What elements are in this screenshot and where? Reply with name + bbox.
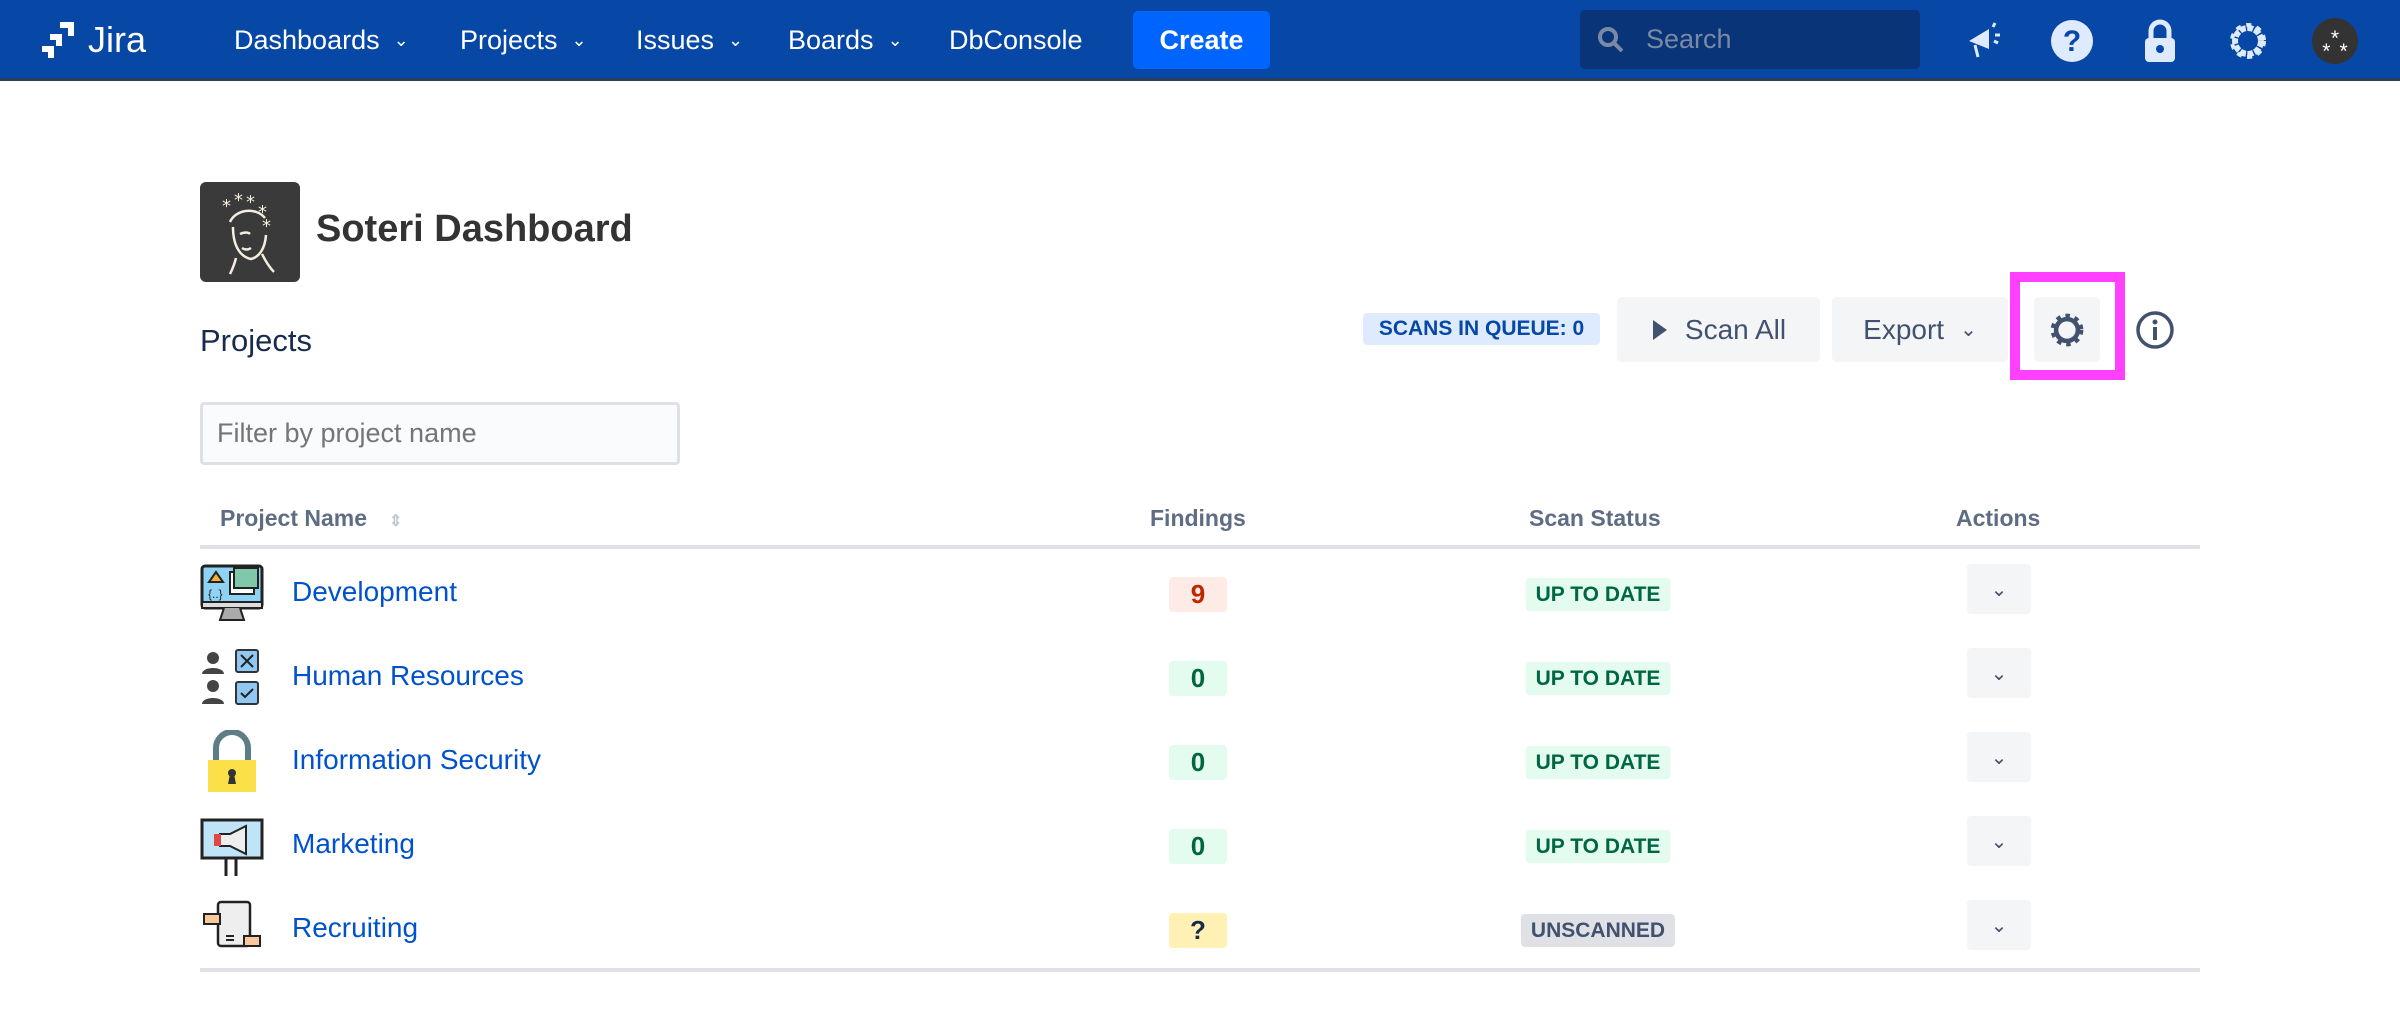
project-name-link[interactable]: Marketing — [292, 828, 415, 859]
scan-status-badge: UNSCANNED — [1520, 914, 1676, 947]
jira-logo[interactable]: Jira — [40, 18, 146, 62]
project-name-link[interactable]: Information Security — [292, 744, 541, 775]
info-icon[interactable] — [2135, 310, 2175, 350]
actions-dropdown-button[interactable]: ⌄ — [1967, 900, 2031, 950]
nav-issues[interactable]: Issues ⌄ — [636, 0, 743, 81]
gear-icon[interactable] — [2225, 18, 2271, 64]
search-placeholder: Search — [1646, 24, 1732, 54]
avatar[interactable]: * * * — [2312, 18, 2358, 64]
column-header-scan-status: Scan Status — [1529, 505, 1661, 531]
nav-label: Dashboards — [234, 25, 380, 55]
findings-badge[interactable]: ? — [1169, 913, 1227, 948]
svg-text:*: * — [262, 216, 271, 237]
chevron-down-icon: ⌄ — [571, 30, 587, 50]
nav-label: Issues — [636, 25, 715, 55]
chevron-down-icon: ⌄ — [1960, 319, 1977, 341]
padlock-icon — [208, 730, 256, 792]
soteri-face-icon: * * * ** — [222, 190, 275, 275]
nav-projects[interactable]: Projects ⌄ — [460, 0, 587, 81]
findings-badge[interactable]: 0 — [1169, 829, 1227, 864]
scan-status-badge: UP TO DATE — [1525, 662, 1671, 695]
table-row: Marketing 0 UP TO DATE ⌄ — [200, 804, 2200, 888]
actions-dropdown-button[interactable]: ⌄ — [1967, 732, 2031, 782]
svg-text:*: * — [246, 192, 255, 213]
findings-badge[interactable]: 9 — [1169, 577, 1227, 612]
svg-text:*: * — [222, 196, 231, 217]
table-row: {..} Development 9 UP TO DATE ⌄ — [200, 552, 2200, 636]
chevron-down-icon: ⌄ — [1990, 830, 2008, 853]
jira-logo-icon — [42, 22, 74, 58]
scan-status-badge: UP TO DATE — [1525, 746, 1671, 779]
settings-button[interactable] — [2034, 297, 2100, 362]
export-button[interactable]: Export ⌄ — [1832, 297, 2008, 362]
play-icon — [1652, 319, 1667, 340]
chevron-down-icon: ⌄ — [1990, 746, 2008, 769]
scan-all-button[interactable]: Scan All — [1617, 297, 1820, 362]
app-name: Jira — [88, 19, 147, 60]
chevron-down-icon: ⌄ — [728, 30, 744, 50]
export-label: Export — [1863, 313, 1945, 345]
table-row: Human Resources 0 UP TO DATE ⌄ — [200, 636, 2200, 720]
column-header-actions: Actions — [1956, 505, 2041, 531]
gear-icon — [2050, 313, 2084, 346]
header-label: Project Name — [220, 505, 368, 531]
project-name-link[interactable]: Human Resources — [292, 660, 524, 691]
nav-boards[interactable]: Boards ⌄ — [788, 0, 903, 81]
lock-icon[interactable] — [2137, 18, 2183, 64]
svg-text:*: * — [258, 202, 267, 223]
filter-input[interactable] — [200, 402, 680, 465]
project-name-link[interactable]: Recruiting — [292, 912, 419, 943]
sort-icon: ⇕ — [389, 513, 403, 530]
svg-text:*: * — [234, 190, 243, 211]
highlight-box — [2010, 272, 2125, 380]
create-button[interactable]: Create — [1133, 11, 1270, 69]
findings-badge[interactable]: 0 — [1169, 661, 1227, 696]
actions-dropdown-button[interactable]: ⌄ — [1967, 648, 2031, 698]
table-row: Recruiting ? UNSCANNED ⌄ — [200, 888, 2200, 972]
megaphone-icon[interactable] — [1962, 18, 2008, 64]
nav-label: Projects — [460, 25, 558, 55]
nav-label: Boards — [788, 25, 874, 55]
scan-status-badge: UP TO DATE — [1525, 830, 1671, 863]
page-title: Soteri Dashboard — [316, 208, 633, 250]
chevron-down-icon: ⌄ — [1990, 914, 2008, 937]
nav-dbconsole[interactable]: DbConsole — [949, 0, 1083, 81]
table-bottom-divider — [200, 968, 2200, 972]
column-header-findings: Findings — [1150, 505, 1246, 531]
section-title: Projects — [200, 323, 312, 358]
help-icon[interactable]: ? — [2049, 18, 2095, 64]
scans-in-queue-badge: SCANS IN QUEUE: 0 — [1363, 313, 1600, 345]
scan-all-label: Scan All — [1684, 313, 1787, 345]
chevron-down-icon: ⌄ — [887, 30, 903, 50]
computer-code-icon: {..} — [200, 564, 264, 621]
nav-dashboards[interactable]: Dashboards ⌄ — [234, 0, 409, 81]
column-header-project-name[interactable]: Project Name ⇕ — [220, 505, 402, 532]
actions-dropdown-button[interactable]: ⌄ — [1967, 816, 2031, 866]
soteri-logo: * * * * * — [200, 182, 300, 282]
nav-label: DbConsole — [949, 25, 1083, 55]
svg-text:*: * — [2340, 40, 2348, 63]
chevron-down-icon: ⌄ — [1990, 662, 2008, 685]
top-navigation-bar: Jira Dashboards ⌄ Projects ⌄ Issues ⌄ Board… — [0, 0, 2400, 81]
search-input[interactable]: Search — [1580, 10, 1920, 69]
scan-status-badge: UP TO DATE — [1525, 578, 1671, 611]
header-divider — [200, 545, 2200, 549]
findings-badge[interactable]: 0 — [1169, 745, 1227, 780]
actions-dropdown-button[interactable]: ⌄ — [1967, 564, 2031, 614]
svg-text:*: * — [2322, 40, 2330, 63]
svg-text:{..}: {..} — [208, 587, 223, 601]
billboard-megaphone-icon — [200, 818, 264, 876]
svg-text:?: ? — [2063, 25, 2081, 58]
people-checklist-icon — [202, 649, 259, 705]
chevron-down-icon: ⌄ — [1990, 578, 2008, 601]
table-row: Information Security 0 UP TO DATE ⌄ — [200, 720, 2200, 804]
project-name-link[interactable]: Development — [292, 576, 457, 607]
svg-text:*: * — [2331, 27, 2339, 50]
search-icon — [1598, 26, 1624, 52]
chevron-down-icon: ⌄ — [393, 30, 409, 50]
handshake-document-icon — [203, 900, 261, 948]
